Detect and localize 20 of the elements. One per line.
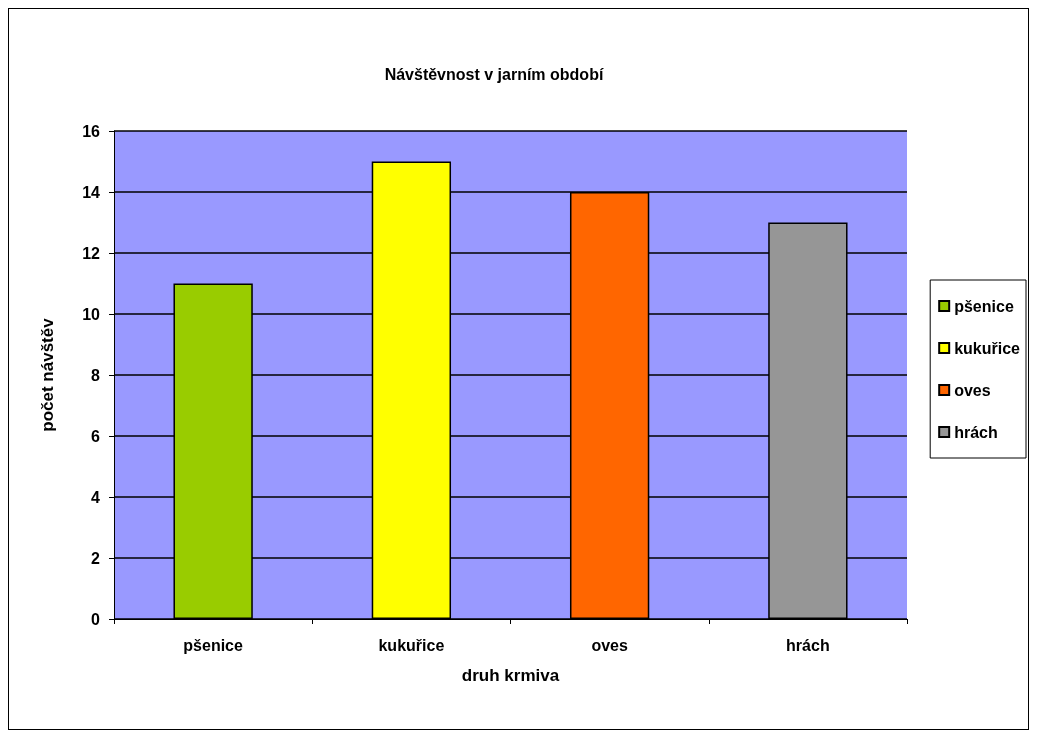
y-tick-label: 4 <box>91 488 101 506</box>
y-tick-label: 0 <box>91 610 101 628</box>
x-tick-label: kukuřice <box>378 636 445 654</box>
legend-label: pšenice <box>954 297 1014 315</box>
chart-title: Návštěvnost v jarním období <box>384 65 604 83</box>
y-axis-title: počet návštěv <box>38 317 57 432</box>
legend-label: oves <box>954 381 991 399</box>
x-tick-label: hrách <box>786 636 830 654</box>
y-tick-label: 14 <box>82 183 101 201</box>
x-axis-title: druh krmiva <box>461 666 560 685</box>
y-tick-label: 2 <box>91 549 101 567</box>
legend-label: kukuřice <box>954 339 1021 357</box>
x-tick-label: pšenice <box>183 636 244 654</box>
y-tick-label: 10 <box>82 305 101 323</box>
legend-label: hrách <box>954 423 998 441</box>
y-tick-label: 8 <box>91 366 101 384</box>
y-tick-label: 6 <box>91 427 101 445</box>
x-tick-label: oves <box>591 636 628 654</box>
y-tick-label: 16 <box>82 122 101 140</box>
y-tick-label: 12 <box>82 244 101 262</box>
